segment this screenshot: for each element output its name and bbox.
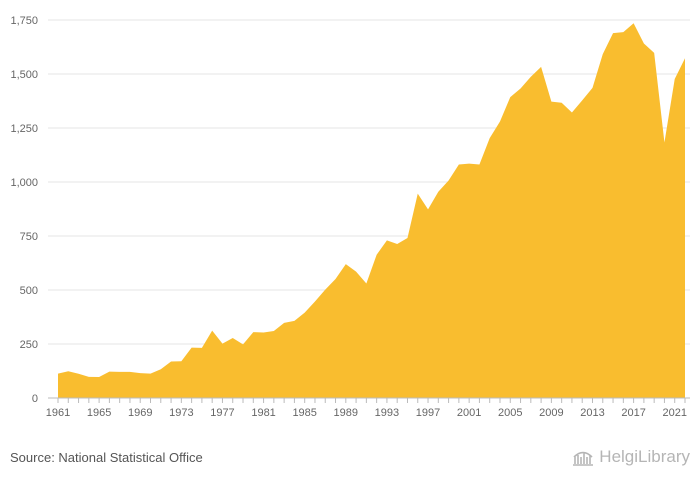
x-tick-label: 1973 [169, 407, 193, 419]
y-tick-label: 500 [20, 285, 38, 297]
x-tick-label: 1961 [46, 407, 70, 419]
x-tick-label: 2005 [498, 407, 522, 419]
x-tick-label: 2001 [457, 407, 481, 419]
y-tick-label: 1,500 [10, 69, 38, 81]
x-axis: 1961 1965 1969 1973 1977 1981 1985 1989 1993 1997… [46, 397, 690, 419]
x-tick-label: 1993 [375, 407, 399, 419]
x-tick-label: 1985 [292, 407, 316, 419]
x-tick-label: 1969 [128, 407, 152, 419]
x-tick-label: 1989 [334, 407, 358, 419]
library-building-icon [573, 451, 594, 466]
x-tick-label: 1965 [87, 407, 111, 419]
x-tick-label: 1981 [251, 407, 275, 419]
y-tick-label: 250 [20, 339, 38, 351]
helgi-library-logo: HelgiLibrary [572, 447, 690, 467]
x-tick-label: 2021 [662, 407, 686, 419]
logo-text: HelgiLibrary [599, 447, 690, 466]
y-tick-label: 750 [20, 231, 38, 243]
x-tick-label: 2017 [621, 407, 645, 419]
y-tick-label: 0 [32, 393, 38, 405]
y-tick-label: 1,750 [10, 15, 38, 27]
y-tick-label: 1,000 [10, 177, 38, 189]
x-tick-label: 2013 [580, 407, 604, 419]
y-tick-label: 1,250 [10, 123, 38, 135]
x-tick-label: 2009 [539, 407, 563, 419]
area-series [58, 23, 685, 399]
x-tick-label: 1977 [210, 407, 234, 419]
source-note: Source: National Statistical Office [10, 450, 203, 465]
x-tick-label: 1997 [416, 407, 440, 419]
y-axis: 0 250 500 750 1,000 1,250 1,500 1,750 [10, 15, 38, 405]
